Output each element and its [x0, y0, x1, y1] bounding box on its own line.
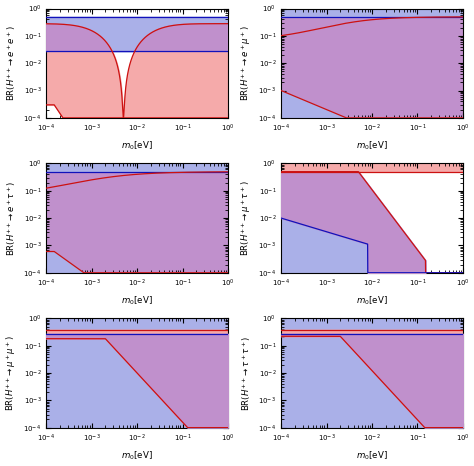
X-axis label: $m_0$[eV]: $m_0$[eV]	[121, 449, 153, 462]
X-axis label: $m_0$[eV]: $m_0$[eV]	[356, 295, 388, 307]
X-axis label: $m_0$[eV]: $m_0$[eV]	[121, 140, 153, 152]
X-axis label: $m_0$[eV]: $m_0$[eV]	[356, 449, 388, 462]
Y-axis label: BR($H^{++}\!\to\tau^+\tau^+$): BR($H^{++}\!\to\tau^+\tau^+$)	[240, 335, 253, 411]
Y-axis label: BR($H^{++}\!\to\mu^+\mu^+$): BR($H^{++}\!\to\mu^+\mu^+$)	[4, 335, 18, 411]
Y-axis label: BR($H^{++}\!\to e^+\tau^+$): BR($H^{++}\!\to e^+\tau^+$)	[5, 180, 18, 256]
Y-axis label: BR($H^{++}\!\to e^+ e^+$): BR($H^{++}\!\to e^+ e^+$)	[5, 25, 18, 101]
X-axis label: $m_0$[eV]: $m_0$[eV]	[121, 295, 153, 307]
X-axis label: $m_0$[eV]: $m_0$[eV]	[356, 140, 388, 152]
Y-axis label: BR($H^{++}\!\to e^+\mu^+$): BR($H^{++}\!\to e^+\mu^+$)	[239, 25, 253, 101]
Y-axis label: BR($H^{++}\!\to\mu^+\tau^+$): BR($H^{++}\!\to\mu^+\tau^+$)	[239, 180, 253, 256]
